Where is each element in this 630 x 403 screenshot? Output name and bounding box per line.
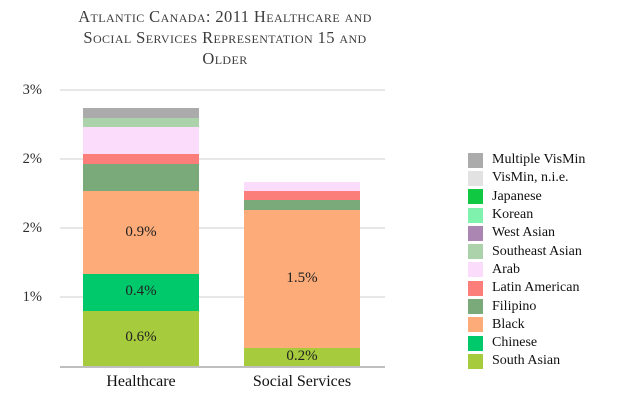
- legend-item-label: Filipino: [492, 298, 537, 314]
- legend-item-label: Arab: [492, 261, 520, 277]
- x-axis: Healthcare Social Services: [0, 373, 630, 395]
- bar-segment-south-asian: 0.2%: [244, 347, 360, 366]
- legend-item-black: Black: [468, 316, 585, 334]
- legend-item-multiple-vismin: Multiple VisMin: [468, 151, 585, 169]
- legend-item-vismin-n-i-e: VisMin, n.i.e.: [468, 169, 585, 187]
- bar-segment-value-label: 0.2%: [286, 347, 318, 364]
- gridline: [60, 158, 385, 160]
- legend-item-label: Chinese: [492, 335, 538, 351]
- x-axis-category-label: Healthcare: [106, 373, 176, 390]
- legend-item-southeast-asian: Southeast Asian: [468, 242, 585, 260]
- bar-segment-black: 1.5%: [244, 209, 360, 348]
- legend-item-label: Multiple VisMin: [492, 152, 586, 168]
- legend-item-label: Korean: [492, 207, 534, 223]
- legend-color-swatch: [468, 170, 483, 186]
- y-axis-tick-label: 2%: [22, 220, 42, 236]
- bar-segment-arab: [83, 126, 199, 155]
- legend-color-swatch: [468, 299, 483, 315]
- legend-item-label: West Asian: [492, 225, 556, 241]
- bar-segment-value-label: 1.5%: [286, 269, 318, 286]
- legend-color-swatch: [468, 189, 483, 205]
- y-axis-tick-label: 1%: [22, 289, 42, 305]
- y-axis-tick-label: 2%: [22, 151, 42, 167]
- chart-title-line-3: Older: [202, 49, 248, 68]
- bar-segment-multiple-vismin: [83, 108, 199, 118]
- legend-item-label: Southeast Asian: [492, 243, 582, 259]
- legend-color-swatch: [468, 152, 483, 168]
- bar-social-services: 0.2% 1.5%: [244, 90, 360, 366]
- gridline: [60, 89, 385, 91]
- legend-item-label: Japanese: [492, 188, 542, 204]
- bar-segment-arab: [244, 182, 360, 192]
- chart-title-line-1: Atlantic Canada: 2011 Healthcare and: [78, 7, 372, 26]
- gridline: [60, 227, 385, 229]
- bar-segment-southeast-asian: [83, 117, 199, 127]
- legend-color-swatch: [468, 335, 483, 351]
- legend-item-korean: Korean: [468, 206, 585, 224]
- legend-item-filipino: Filipino: [468, 297, 585, 315]
- legend: Multiple VisMin VisMin, n.i.e. Japanese Kor…: [468, 151, 585, 371]
- legend-item-chinese: Chinese: [468, 334, 585, 352]
- legend-color-swatch: [468, 225, 483, 241]
- legend-color-swatch: [468, 280, 483, 296]
- legend-item-label: Latin American: [492, 280, 580, 296]
- legend-item-label: South Asian: [492, 353, 561, 369]
- gridline: [60, 296, 385, 298]
- legend-color-swatch: [468, 353, 483, 369]
- legend-item-south-asian: South Asian: [468, 352, 585, 370]
- x-axis-category-label: Social Services: [252, 373, 352, 390]
- plot-area: 0.6% 0.4% 0.9% 0.2% 1.5%: [60, 89, 385, 368]
- legend-color-swatch: [468, 244, 483, 260]
- legend-item-label: VisMin, n.i.e.: [492, 170, 569, 186]
- legend-color-swatch: [468, 207, 483, 223]
- bar-healthcare: 0.6% 0.4% 0.9%: [83, 90, 199, 366]
- legend-item-label: Black: [492, 316, 525, 332]
- legend-item-latin-american: Latin American: [468, 279, 585, 297]
- bar-segment-chinese: 0.4%: [83, 274, 199, 311]
- chart-title: Atlantic Canada: 2011 Healthcare and Soc…: [40, 6, 410, 69]
- bar-segment-filipino: [83, 163, 199, 192]
- y-axis-tick-label: 3%: [22, 82, 42, 98]
- bar-segment-latin-american: [244, 191, 360, 201]
- bar-segment-value-label: 0.4%: [125, 283, 157, 300]
- legend-item-japanese: Japanese: [468, 188, 585, 206]
- bar-segment-black: 0.9%: [83, 191, 199, 274]
- bar-segment-south-asian: 0.6%: [83, 310, 199, 366]
- legend-color-swatch: [468, 317, 483, 333]
- y-axis: 3% 2% 2% 1%: [0, 82, 42, 366]
- bar-segment-value-label: 0.9%: [125, 223, 157, 240]
- chart-title-line-2: Social Services Representation 15 and: [83, 28, 367, 47]
- legend-color-swatch: [468, 262, 483, 278]
- bar-segment-filipino: [244, 200, 360, 210]
- bar-segment-value-label: 0.6%: [125, 329, 157, 346]
- legend-item-arab: Arab: [468, 261, 585, 279]
- bar-segment-latin-american: [83, 154, 199, 164]
- legend-item-west-asian: West Asian: [468, 224, 585, 242]
